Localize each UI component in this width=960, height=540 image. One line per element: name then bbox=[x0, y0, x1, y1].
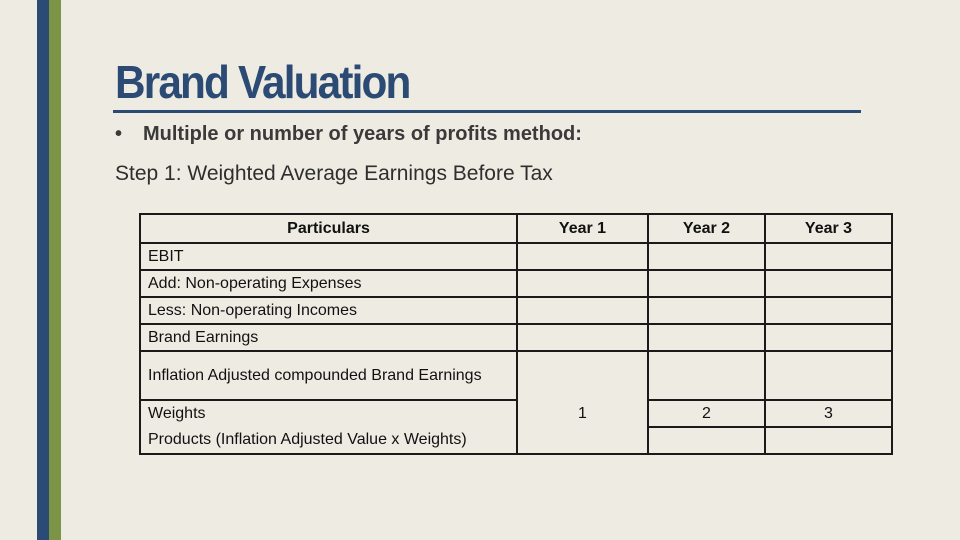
slide-title: Brand Valuation bbox=[115, 56, 411, 108]
cell-year-2 bbox=[647, 242, 766, 271]
table-row: EBIT bbox=[139, 242, 893, 271]
accent-stripe-blue bbox=[37, 0, 49, 540]
cell-year-1 bbox=[516, 350, 649, 400]
table-row: Weights 1 2 3 bbox=[139, 399, 893, 428]
row-label: Add: Non-operating Expenses bbox=[139, 269, 518, 298]
valuation-table: Particulars Year 1 Year 2 Year 3 EBIT Ad… bbox=[139, 213, 893, 455]
cell-year-2 bbox=[647, 296, 766, 325]
cell-year-3: 3 bbox=[764, 399, 893, 428]
cell-year-1: 1 bbox=[516, 400, 649, 427]
row-label: EBIT bbox=[139, 242, 518, 271]
cell-year-1 bbox=[516, 323, 649, 352]
table-row: Add: Non-operating Expenses bbox=[139, 269, 893, 298]
cell-year-2 bbox=[647, 323, 766, 352]
cell-year-2 bbox=[647, 350, 766, 401]
cell-year-2 bbox=[647, 269, 766, 298]
cell-year-3 bbox=[764, 296, 893, 325]
table-row: Inflation Adjusted compounded Brand Earn… bbox=[139, 350, 893, 401]
header-particulars: Particulars bbox=[139, 213, 518, 244]
title-underline bbox=[113, 110, 861, 113]
cell-year-2 bbox=[647, 426, 766, 455]
bullet-marker: • bbox=[115, 123, 123, 145]
accent-stripe-green bbox=[49, 0, 61, 540]
cell-year-3 bbox=[764, 426, 893, 455]
cell-year-3 bbox=[764, 242, 893, 271]
table-row: Products (Inflation Adjusted Value x Wei… bbox=[139, 426, 893, 455]
header-year-3: Year 3 bbox=[764, 213, 893, 244]
table-row: Brand Earnings bbox=[139, 323, 893, 352]
cell-year-2: 2 bbox=[647, 399, 766, 428]
cell-year-3 bbox=[764, 269, 893, 298]
cell-year-1 bbox=[516, 242, 649, 271]
table-header-row: Particulars Year 1 Year 2 Year 3 bbox=[139, 213, 893, 244]
cell-year-3 bbox=[764, 350, 893, 401]
cell-year-1 bbox=[516, 427, 649, 455]
bullet-point: • Multiple or number of years of profits … bbox=[115, 123, 582, 146]
row-label: Inflation Adjusted compounded Brand Earn… bbox=[139, 350, 518, 401]
cell-year-1 bbox=[516, 296, 649, 325]
step-heading: Step 1: Weighted Average Earnings Before… bbox=[115, 162, 553, 185]
row-label: Brand Earnings bbox=[139, 323, 518, 352]
cell-year-3 bbox=[764, 323, 893, 352]
header-year-1: Year 1 bbox=[516, 213, 649, 244]
cell-year-1 bbox=[516, 269, 649, 298]
bullet-text: Multiple or number of years of profits m… bbox=[143, 123, 582, 145]
row-label: Less: Non-operating Incomes bbox=[139, 296, 518, 325]
header-year-2: Year 2 bbox=[647, 213, 766, 244]
table-row: Less: Non-operating Incomes bbox=[139, 296, 893, 325]
row-label: Weights bbox=[139, 399, 518, 427]
row-label: Products (Inflation Adjusted Value x Wei… bbox=[139, 427, 518, 455]
